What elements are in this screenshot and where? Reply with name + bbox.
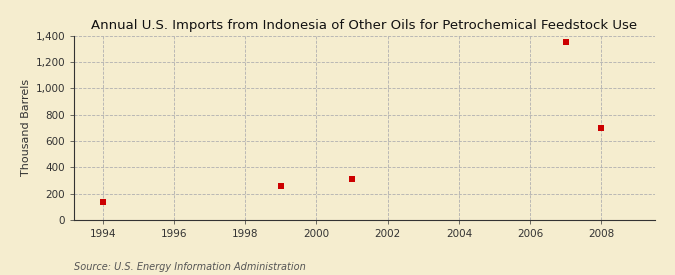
Y-axis label: Thousand Barrels: Thousand Barrels <box>22 79 32 177</box>
Point <box>560 40 571 45</box>
Text: Source: U.S. Energy Information Administration: Source: U.S. Energy Information Administ… <box>74 262 306 271</box>
Point <box>596 126 607 130</box>
Title: Annual U.S. Imports from Indonesia of Other Oils for Petrochemical Feedstock Use: Annual U.S. Imports from Indonesia of Ot… <box>91 19 638 32</box>
Point <box>347 177 358 182</box>
Point <box>97 199 108 204</box>
Point <box>275 184 286 189</box>
